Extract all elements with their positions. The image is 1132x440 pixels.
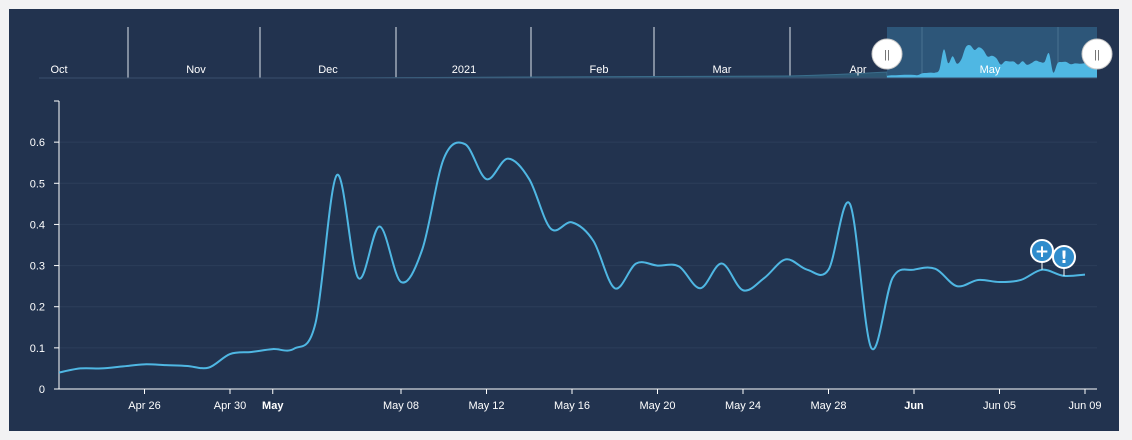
data-point	[463, 142, 467, 146]
data-point	[335, 173, 339, 177]
data-point	[420, 247, 424, 251]
data-point	[805, 268, 809, 272]
event-flags[interactable]: +!	[1030, 239, 1076, 276]
data-point	[164, 363, 168, 367]
data-point	[762, 276, 766, 280]
handle-left-grip-icon: ||	[884, 49, 890, 61]
data-point	[955, 284, 959, 288]
x-tick-label: May 28	[810, 400, 846, 412]
y-tick-label: 0.6	[30, 137, 45, 149]
navigator-label: Dec	[318, 64, 338, 76]
navigator-label: Oct	[50, 64, 67, 76]
data-point	[378, 224, 382, 228]
data-point	[527, 177, 531, 181]
event-flag-marker[interactable]	[1052, 245, 1076, 269]
data-point	[869, 346, 873, 350]
data-point	[1040, 268, 1044, 272]
y-gridlines	[59, 141, 1097, 349]
navigator-right-handle[interactable]: ||	[1081, 38, 1113, 70]
data-point	[827, 268, 831, 272]
data-point	[848, 202, 852, 206]
range-navigator[interactable]: Oct Nov Dec 2021 Feb Mar Apr May || ||	[39, 27, 1113, 79]
data-point	[891, 276, 895, 280]
navigator-label: Nov	[186, 64, 206, 76]
data-point	[698, 286, 702, 290]
x-tick-label: Apr 26	[128, 400, 160, 412]
navigator-label: Feb	[590, 64, 609, 76]
navigator-labels: Oct Nov Dec 2021 Feb Mar Apr May	[50, 64, 1000, 76]
data-point	[121, 364, 125, 368]
handle-right-circle[interactable]	[1081, 38, 1113, 70]
event-flag-marker[interactable]	[1030, 239, 1054, 263]
y-tick-label: 0.2	[30, 302, 45, 314]
data-point	[442, 157, 446, 161]
series-line	[58, 141, 1086, 374]
data-point	[591, 239, 595, 243]
data-point	[57, 371, 61, 375]
data-point	[1062, 274, 1066, 278]
x-tick-label: Jun	[904, 400, 924, 412]
data-point	[677, 264, 681, 268]
data-point	[570, 220, 574, 224]
data-point	[720, 262, 724, 266]
x-tick-label: Jun 05	[983, 400, 1016, 412]
handle-left-circle[interactable]	[871, 38, 903, 70]
navigator-history-series	[39, 71, 888, 79]
navigator-label: Mar	[713, 64, 732, 76]
data-point	[998, 280, 1002, 284]
data-point	[292, 347, 296, 351]
navigator-left-handle[interactable]: ||	[871, 38, 903, 70]
x-axis-ticks: Apr 26 Apr 30 May May 08 May 12 May 16 May 20 M…	[128, 389, 1102, 412]
x-tick-label: May 16	[554, 400, 590, 412]
x-tick-label: May 12	[468, 400, 504, 412]
data-point	[912, 268, 916, 272]
data-point	[1083, 273, 1087, 277]
data-point	[399, 280, 403, 284]
data-point	[314, 321, 318, 325]
data-point	[976, 278, 980, 282]
x-tick-label: May	[262, 400, 284, 412]
stock-chart: Oct Nov Dec 2021 Feb Mar Apr May || || 0 0.1 0.2 0…	[9, 9, 1119, 431]
handle-right-grip-icon: ||	[1094, 49, 1100, 61]
data-point	[207, 366, 211, 370]
data-point	[485, 177, 489, 181]
navigator-label: Apr	[849, 64, 866, 76]
data-point	[613, 286, 617, 290]
data-point	[100, 366, 104, 370]
navigator-label: 2021	[452, 64, 476, 76]
exclamation-icon: !	[1060, 248, 1068, 268]
data-point	[356, 276, 360, 280]
navigator-label: May	[980, 64, 1001, 76]
data-point	[1019, 278, 1023, 282]
data-point	[656, 264, 660, 268]
y-tick-label: 0.5	[30, 178, 45, 190]
y-tick-label: 0.3	[30, 261, 45, 273]
x-tick-label: Apr 30	[214, 400, 246, 412]
data-point	[634, 262, 638, 266]
navigator-selected-series	[887, 45, 1097, 78]
data-point	[249, 350, 253, 354]
y-tick-label: 0	[39, 384, 45, 396]
data-point	[78, 366, 82, 370]
data-point	[143, 362, 147, 366]
y-tick-label: 0.1	[30, 343, 45, 355]
y-tick-label: 0.4	[30, 219, 45, 231]
data-point	[741, 288, 745, 292]
data-point	[933, 267, 937, 271]
x-tick-label: May 24	[725, 400, 761, 412]
data-point	[185, 364, 189, 368]
y-axis-ticks: 0 0.1 0.2 0.3 0.4 0.5 0.6	[30, 100, 59, 396]
data-point	[784, 257, 788, 261]
chart-canvas: Oct Nov Dec 2021 Feb Mar Apr May || || 00.10.20…	[30, 27, 1113, 412]
x-tick-label: May 20	[639, 400, 675, 412]
data-point	[228, 352, 232, 356]
plot-area: 0 0.1 0.2 0.3 0.4 0.5 0.6 Apr 26 Apr 30 May May 0…	[30, 100, 1102, 412]
plus-icon: +	[1035, 242, 1049, 262]
x-tick-label: May 08	[383, 400, 419, 412]
data-point	[506, 157, 510, 161]
x-tick-label: Jun 09	[1068, 400, 1101, 412]
data-point	[549, 227, 553, 231]
data-point	[271, 347, 275, 351]
